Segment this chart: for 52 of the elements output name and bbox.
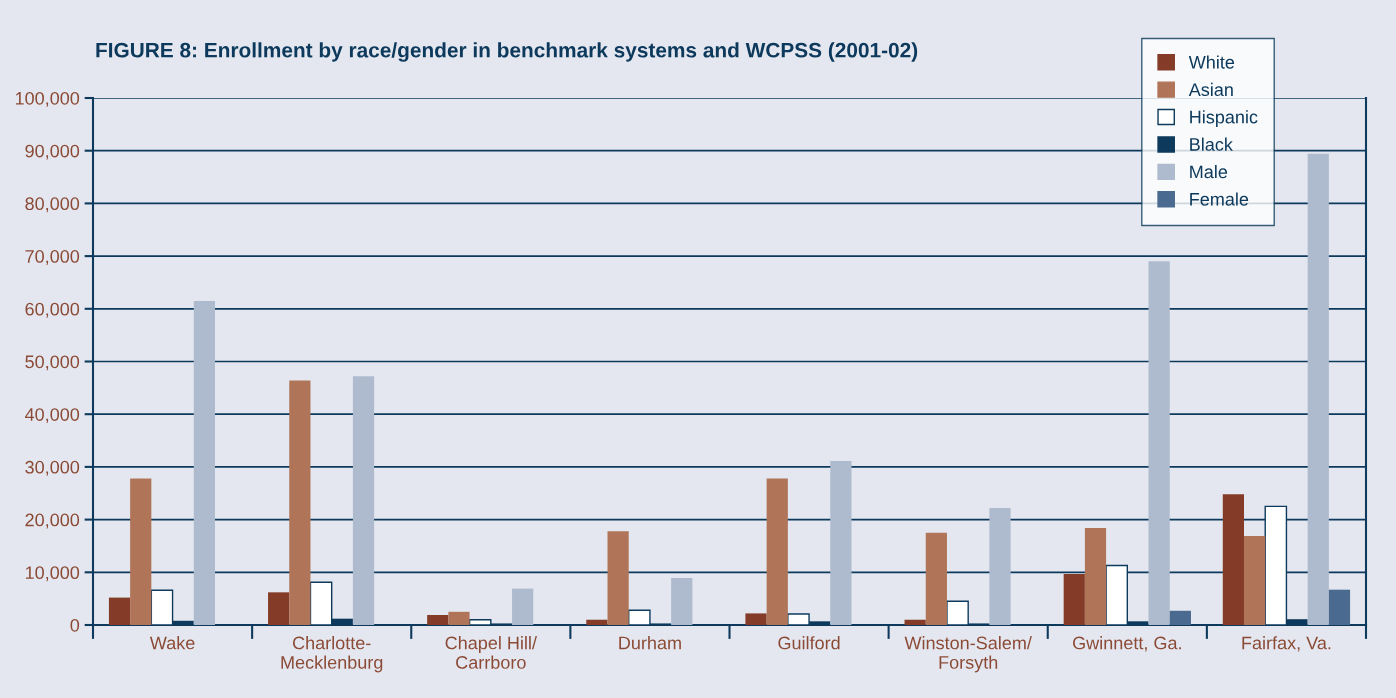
- bar: [989, 508, 1011, 625]
- x-tick-label: Guilford: [778, 636, 840, 650]
- y-tick-label: 90,000: [25, 144, 80, 160]
- legend-label: Asian: [1188, 82, 1233, 97]
- y-tick-label: 70,000: [25, 250, 80, 265]
- bar: [448, 611, 470, 625]
- y-tick-label: 80,000: [25, 197, 80, 213]
- legend-label: Female: [1190, 192, 1249, 206]
- bar: [830, 461, 852, 625]
- legend-label: Black: [1190, 137, 1233, 151]
- bar: [904, 619, 926, 625]
- bar: [925, 532, 947, 625]
- x-tick-label: Wake: [149, 636, 195, 650]
- legend-label: White: [1188, 55, 1235, 69]
- y-tick-label: 0: [70, 618, 80, 632]
- chart-title: FIGURE 8: Enrollment by race/gender in benchmark systems and WCPSS (2001-02): [96, 42, 918, 62]
- y-tick-label: 30,000: [25, 460, 80, 476]
- bar: [1084, 528, 1107, 625]
- bar: [268, 592, 290, 625]
- y-tick-label: 100,000: [15, 91, 80, 107]
- y-tick-label: 40,000: [25, 408, 80, 424]
- bar: [108, 597, 131, 625]
- x-tick-label: Durham: [619, 636, 681, 650]
- x-tick-label: Charlotte- Mecklenburg: [281, 636, 383, 673]
- bar: [745, 613, 767, 625]
- bar: [586, 619, 608, 625]
- legend-label: Male: [1190, 165, 1228, 179]
- bar: [607, 531, 629, 625]
- y-tick-label: 20,000: [25, 513, 80, 529]
- bar: [427, 614, 449, 625]
- bar: [1169, 610, 1191, 625]
- y-tick-label: 50,000: [25, 355, 80, 371]
- bar: [1244, 535, 1266, 625]
- x-tick-label: Gwinnett, Ga.: [1073, 636, 1181, 652]
- y-tick-label: 60,000: [25, 302, 80, 318]
- bar: [1222, 494, 1244, 625]
- bar: [671, 578, 693, 625]
- bar: [1148, 261, 1170, 625]
- x-tick-label: Winston-Salem/ Forsyth: [904, 636, 1032, 673]
- bar: [512, 588, 534, 625]
- bar: [766, 478, 788, 625]
- bar: [193, 300, 215, 625]
- bar: [130, 478, 152, 625]
- bar: [1063, 573, 1085, 625]
- x-tick-label: Chapel Hill/ Carrboro: [445, 636, 537, 669]
- x-tick-label: Fairfax, Va.: [1242, 636, 1331, 652]
- bar: [289, 380, 311, 625]
- bar: [1328, 589, 1351, 625]
- legend-label: Hispanic: [1190, 110, 1258, 128]
- y-tick-label: 10,000: [25, 566, 80, 582]
- bar: [352, 376, 375, 625]
- bar: [1307, 153, 1329, 625]
